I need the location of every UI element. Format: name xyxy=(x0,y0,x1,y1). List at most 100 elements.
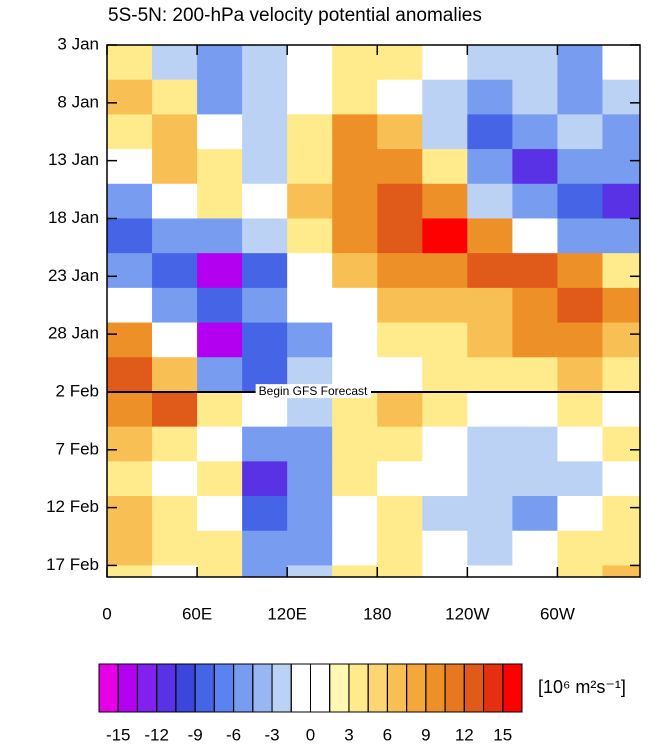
x-tick-label: 60E xyxy=(182,604,212,623)
heat-cell xyxy=(197,183,243,219)
heat-cell xyxy=(602,79,640,115)
heat-cell xyxy=(602,183,640,219)
heat-cell xyxy=(377,357,423,393)
colorbar-box xyxy=(502,663,523,713)
heat-cell xyxy=(287,461,333,497)
heat-cell xyxy=(197,45,243,81)
colorbar-tick-label: 9 xyxy=(421,725,430,744)
heat-cell xyxy=(422,114,468,150)
heat-cell xyxy=(107,357,153,393)
heat-cell xyxy=(152,149,198,185)
x-tick-label: 120W xyxy=(445,604,489,623)
heat-cell xyxy=(602,322,640,358)
heat-cell xyxy=(287,218,333,254)
colorbar-box xyxy=(136,663,158,713)
heat-cell xyxy=(287,253,333,289)
heat-cell xyxy=(152,391,198,428)
heat-cell xyxy=(242,287,288,324)
y-tick-label: 12 Feb xyxy=(46,497,99,516)
heat-cell xyxy=(152,114,198,150)
heat-cell xyxy=(332,79,378,115)
heat-cell xyxy=(287,45,333,81)
heat-cell xyxy=(557,149,603,185)
heat-cell xyxy=(242,565,288,577)
heat-cell xyxy=(422,322,468,358)
heat-cell xyxy=(602,149,640,185)
heat-cell xyxy=(332,426,378,462)
heat-cell xyxy=(242,45,288,81)
y-tick-label: 23 Jan xyxy=(48,266,99,285)
heat-cell xyxy=(422,79,468,115)
heat-cell xyxy=(512,45,558,81)
heat-cell xyxy=(512,357,558,393)
heat-cell xyxy=(332,287,378,324)
heat-cell xyxy=(557,357,603,393)
heat-cell xyxy=(107,183,153,219)
heat-cell xyxy=(287,322,333,358)
colorbar-box xyxy=(425,663,446,713)
heat-cell xyxy=(332,114,378,150)
heat-cell xyxy=(602,391,640,428)
heat-cell xyxy=(512,183,558,219)
heat-cell xyxy=(377,79,423,115)
heat-cell xyxy=(332,496,378,532)
heat-cell xyxy=(197,218,243,254)
heat-cell xyxy=(152,322,198,358)
heat-cell xyxy=(557,496,603,532)
heat-cell xyxy=(242,183,288,219)
colorbar-box xyxy=(233,663,254,713)
heat-cell xyxy=(422,391,468,428)
heat-cell xyxy=(107,218,153,254)
heat-cell xyxy=(107,45,153,81)
heat-cell xyxy=(467,79,513,115)
heatmap xyxy=(107,45,640,577)
colorbar-box xyxy=(271,663,292,713)
heat-cell xyxy=(377,183,423,219)
heat-cell xyxy=(242,496,288,532)
y-tick-label: 28 Jan xyxy=(48,324,99,343)
heat-cell xyxy=(422,496,468,532)
colorbar-tick-label: -15 xyxy=(106,725,131,744)
heat-cell xyxy=(242,218,288,254)
heat-cell xyxy=(197,79,243,115)
heat-cell xyxy=(197,496,243,532)
colorbar-tick-label: -3 xyxy=(264,725,279,744)
heat-cell xyxy=(467,530,513,566)
heat-cell xyxy=(512,530,558,566)
heat-cell xyxy=(287,287,333,324)
heat-cell xyxy=(557,253,603,289)
heat-cell xyxy=(377,218,423,254)
forecast-label-bg xyxy=(255,384,372,399)
heat-cell xyxy=(332,461,378,497)
heat-cell xyxy=(467,253,513,289)
heat-cell xyxy=(377,322,423,358)
heat-cell xyxy=(332,183,378,219)
colorbar-tick-label: 12 xyxy=(455,725,474,744)
colorbar-tick-label: -6 xyxy=(226,725,241,744)
heat-cell xyxy=(152,496,198,532)
heat-cell xyxy=(287,114,333,150)
heat-cell xyxy=(377,496,423,532)
heat-cell xyxy=(377,461,423,497)
heat-cell xyxy=(467,114,513,150)
heat-cell xyxy=(332,565,378,577)
heat-cell xyxy=(602,530,640,566)
heat-cell xyxy=(107,79,153,115)
colorbar-box xyxy=(483,663,504,713)
heat-cell xyxy=(332,530,378,566)
heat-cell xyxy=(242,114,288,150)
heat-cell xyxy=(557,287,603,324)
heat-cell xyxy=(422,183,468,219)
heat-cell xyxy=(422,565,468,577)
heat-cell xyxy=(242,426,288,462)
colorbar-box xyxy=(117,663,138,713)
heat-cell xyxy=(512,287,558,324)
heat-cell xyxy=(467,218,513,254)
y-tick-label: 3 Jan xyxy=(57,34,99,53)
heat-cell xyxy=(377,391,423,428)
heat-cell xyxy=(467,461,513,497)
colorbar-box xyxy=(463,663,485,713)
heat-cell xyxy=(152,183,198,219)
heat-cell xyxy=(242,461,288,497)
